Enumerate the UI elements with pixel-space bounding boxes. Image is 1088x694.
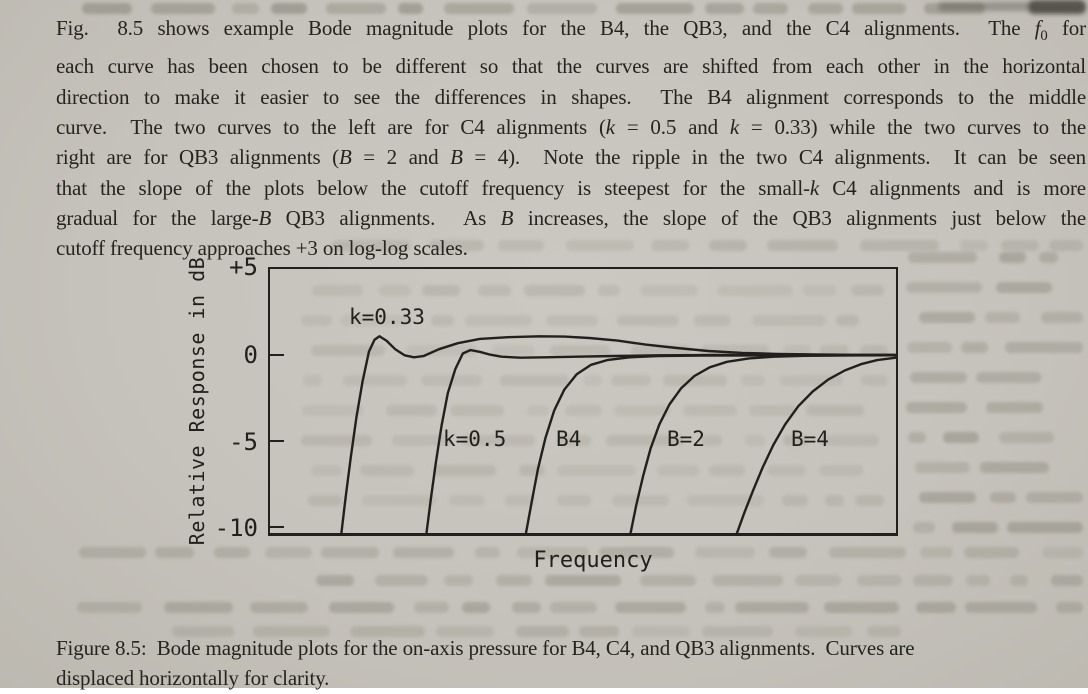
paragraph-line: cutoff frequency approaches +3 on log-lo… <box>56 236 468 261</box>
body-paragraph: Fig. 8.5 shows example Bode magnitude pl… <box>56 13 1086 264</box>
y-tick-label-minus5: -5 <box>229 428 258 456</box>
x-axis-title: Frequency <box>533 548 653 573</box>
curve-label-b-2: B=2 <box>667 427 705 451</box>
y-tick-mark-minus5 <box>270 440 284 442</box>
figure-caption: Figure 8.5: Bode magnitude plots for the… <box>56 633 1086 694</box>
paragraph-line: that the slope of the plots below the cu… <box>56 175 1086 200</box>
paragraph-line: curve. The two curves to the left are fo… <box>56 115 1087 140</box>
caption-line: Figure 8.5: Bode magnitude plots for the… <box>56 636 915 660</box>
curve-label-k-0.33: k=0.33 <box>349 305 425 329</box>
paragraph-line: each curve has been chosen to be differe… <box>56 54 1086 79</box>
y-tick-label-zero: 0 <box>243 341 258 369</box>
y-tick-label-plus5: +5 <box>229 253 258 281</box>
y-tick-mark-zero <box>270 354 284 356</box>
caption-line: displaced horizontally for clarity. <box>56 666 330 691</box>
curve-label-k-0.5: k=0.5 <box>443 427 507 451</box>
y-axis-title: Relative Response in dB <box>185 256 209 546</box>
curve-label-b4: B4 <box>556 427 582 451</box>
paragraph-line: Fig. 8.5 shows example Bode magnitude pl… <box>56 16 1086 45</box>
curve-label-b-4: B=4 <box>791 427 829 451</box>
bode-curves-plot <box>340 335 896 533</box>
paragraph-line: direction to make it easier to see the d… <box>56 84 1086 109</box>
paragraph-line: right are for QB3 alignments (B = 2 and … <box>56 145 1086 170</box>
plot-box <box>268 267 898 536</box>
paragraph-line: gradual for the large-B QB3 alignments. … <box>56 205 1086 230</box>
y-tick-mark-minus10 <box>270 526 284 528</box>
y-tick-label-minus10: -10 <box>214 514 258 542</box>
